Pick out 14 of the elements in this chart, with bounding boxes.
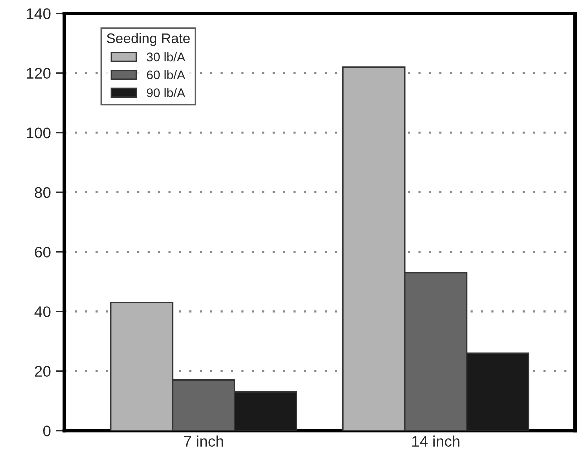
legend-label: 60 lb/A	[147, 70, 186, 80]
y-tick-label: 60	[35, 246, 51, 258]
y-tick-label: 100	[27, 128, 51, 139]
y-tick-label: 0	[43, 426, 51, 437]
y-tick-label: 140	[27, 8, 51, 20]
y-tick-label: 80	[35, 187, 51, 198]
y-tick-label: 120	[27, 68, 51, 79]
legend-label: 90 lb/A	[147, 88, 186, 98]
y-tick-label: 20	[35, 366, 51, 377]
y-tick-label: 40	[34, 306, 51, 318]
legend-title: Seeding Rate	[107, 33, 190, 46]
x-tick-label: 7 inch	[184, 436, 224, 448]
x-tick-label: 14 inch	[412, 436, 460, 448]
legend-label: 30 lb/A	[147, 52, 186, 62]
